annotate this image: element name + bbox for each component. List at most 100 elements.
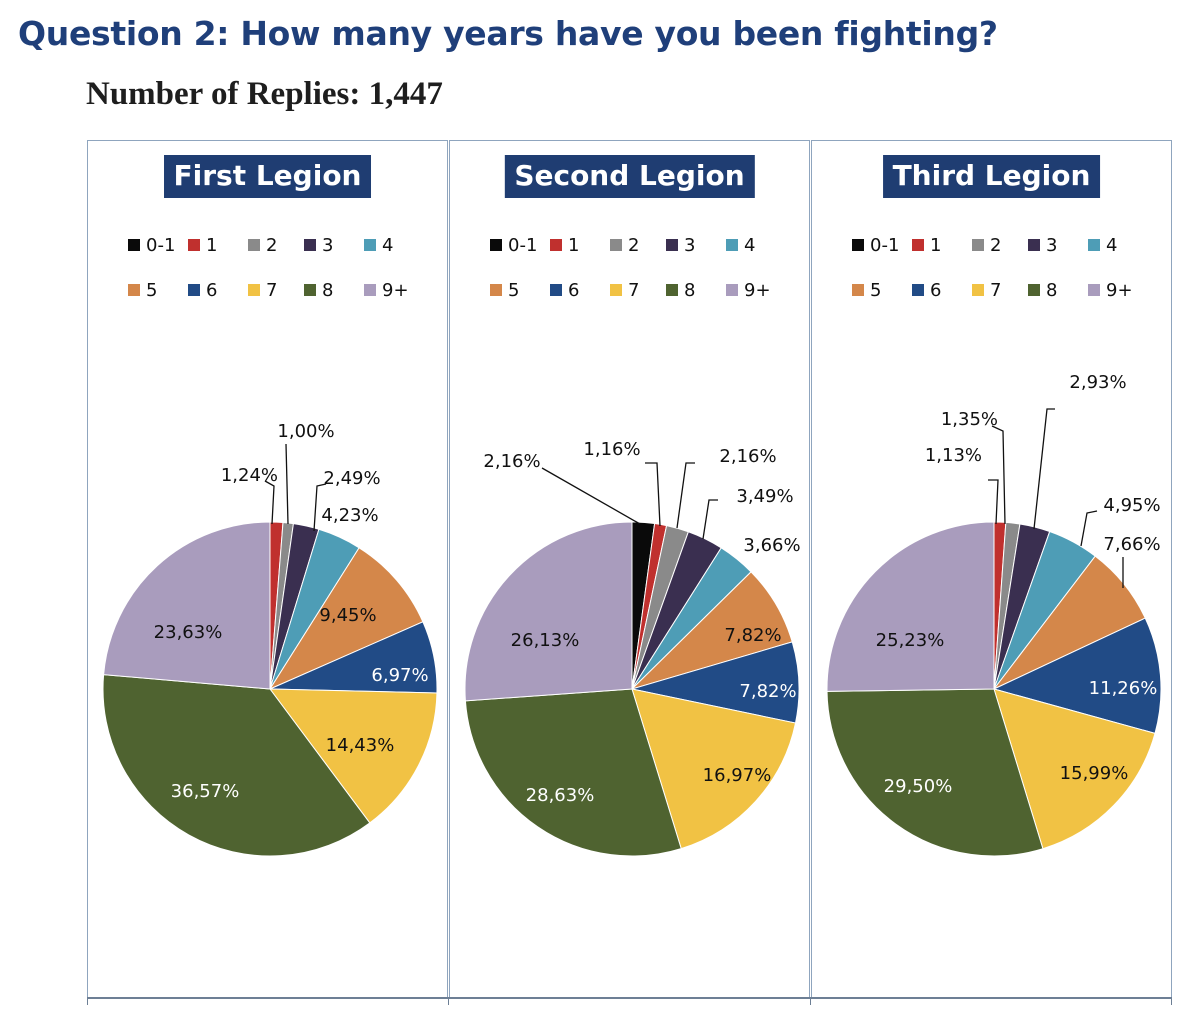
legend-label: 6 [930, 280, 941, 301]
data-label: 4,95% [1103, 495, 1160, 516]
leader-line [991, 425, 1006, 525]
leader-line [285, 443, 289, 525]
data-label: 2,49% [323, 468, 380, 489]
legend-item: 7 [972, 280, 1001, 301]
pie-slice-7 [268, 688, 438, 824]
data-label: 7,82% [739, 681, 796, 702]
leader-line [541, 467, 641, 525]
legend-swatch [188, 284, 200, 296]
legend-swatch [304, 284, 316, 296]
data-label: 28,63% [526, 785, 595, 806]
legend-swatch [188, 239, 200, 251]
data-label: 9,45% [319, 605, 376, 626]
legend-item: 5 [128, 280, 157, 301]
leader-line [313, 483, 327, 532]
data-label: 1,16% [583, 439, 640, 460]
legend-swatch [1088, 284, 1100, 296]
pie-slice-5 [268, 547, 424, 691]
legend-swatch [490, 239, 502, 251]
leader-line [676, 462, 695, 529]
data-label: 23,63% [154, 622, 223, 643]
pie-slice-7 [993, 688, 1156, 850]
baseline-tick [87, 997, 88, 1005]
data-label: 16,97% [703, 765, 772, 786]
legend-item: 2 [248, 235, 277, 256]
data-label: 2,16% [719, 446, 776, 467]
legend-swatch [912, 239, 924, 251]
first-legion-panel: First Legion 0-1 1 2 3 4 5 6 7 8 9+ 1,24% 1,00% 2,49… [87, 140, 448, 998]
data-label: 1,35% [941, 409, 998, 430]
legend-label: 6 [568, 280, 579, 301]
pie-slice-7 [631, 688, 797, 850]
legend-item: 5 [490, 280, 519, 301]
legend-item: 9+ [364, 280, 409, 301]
data-label: 25,23% [876, 630, 945, 651]
legend-item: 4 [1088, 235, 1117, 256]
legend-swatch [912, 284, 924, 296]
legend-item: 3 [304, 235, 333, 256]
third-legion-pie-chart: 0-1 1 2 3 4 5 6 7 8 9+ 1,13% 1,35% 2,93% 4,95% 7,66% 11… [826, 235, 1162, 857]
legend-label: 1 [930, 235, 941, 256]
pie-slice-8 [102, 674, 371, 857]
data-label: 1,00% [277, 421, 334, 442]
legend-label: 7 [990, 280, 1001, 301]
legend-label: 0-1 [508, 235, 537, 256]
baseline-tick [448, 997, 449, 1005]
legend-item: 9+ [726, 280, 771, 301]
legend-label: 3 [322, 235, 333, 256]
legend-item: 9+ [1088, 280, 1133, 301]
leader-line [702, 499, 718, 540]
data-label: 29,50% [884, 776, 953, 797]
leader-line [988, 479, 999, 525]
legend-label: 2 [266, 235, 277, 256]
pie-slice-9+ [826, 521, 995, 692]
legend-item: 3 [666, 235, 695, 256]
page-title: Question 2: How many years have you been… [18, 14, 998, 53]
baseline-tick [810, 997, 811, 1005]
pie-slice-9+ [464, 521, 633, 702]
legend-item: 7 [248, 280, 277, 301]
legion-title: First Legion [163, 155, 372, 198]
data-label: 11,26% [1089, 678, 1158, 699]
legend-label: 2 [990, 235, 1001, 256]
legend-swatch [1028, 239, 1040, 251]
legend-swatch [248, 239, 260, 251]
legend-swatch [610, 239, 622, 251]
legion-title: Second Legion [504, 155, 755, 198]
pie-slice-8 [826, 688, 1044, 857]
legend-label: 5 [146, 280, 157, 301]
data-label: 14,43% [326, 735, 395, 756]
legend-item: 5 [852, 280, 881, 301]
data-label: 36,57% [171, 781, 240, 802]
legend-label: 8 [1046, 280, 1057, 301]
legend-label: 0-1 [870, 235, 899, 256]
legend-swatch [364, 239, 376, 251]
legend-swatch [726, 284, 738, 296]
second-legion-panel: Second Legion 0-1 1 2 3 4 5 6 7 8 9+ 2,16% 1,16% 2,1… [449, 140, 810, 998]
second-legion-pie-chart: 0-1 1 2 3 4 5 6 7 8 9+ 2,16% 1,16% 2,16% 3,49% 3,66% 7,… [464, 235, 801, 857]
legend-item: 1 [912, 235, 941, 256]
legend-swatch [364, 284, 376, 296]
legend-item: 0-1 [852, 235, 899, 256]
data-label: 7,82% [724, 625, 781, 646]
legend-item: 8 [304, 280, 333, 301]
legend-label: 4 [1106, 235, 1117, 256]
legend-item: 2 [972, 235, 1001, 256]
leader-line [1080, 510, 1098, 547]
legend-label: 3 [684, 235, 695, 256]
data-label: 1,13% [925, 445, 982, 466]
legend-label: 4 [744, 235, 755, 256]
legend-label: 3 [1046, 235, 1057, 256]
legend-item: 2 [610, 235, 639, 256]
legend-swatch [128, 284, 140, 296]
data-label: 3,49% [736, 486, 793, 507]
legend-label: 8 [684, 280, 695, 301]
data-label: 3,66% [743, 535, 800, 556]
legend-item: 8 [666, 280, 695, 301]
data-label: 2,93% [1069, 372, 1126, 393]
legend-label: 6 [206, 280, 217, 301]
legend-item: 0-1 [128, 235, 175, 256]
legend-label: 5 [508, 280, 519, 301]
data-label: 4,23% [321, 505, 378, 526]
legend-label: 7 [266, 280, 277, 301]
